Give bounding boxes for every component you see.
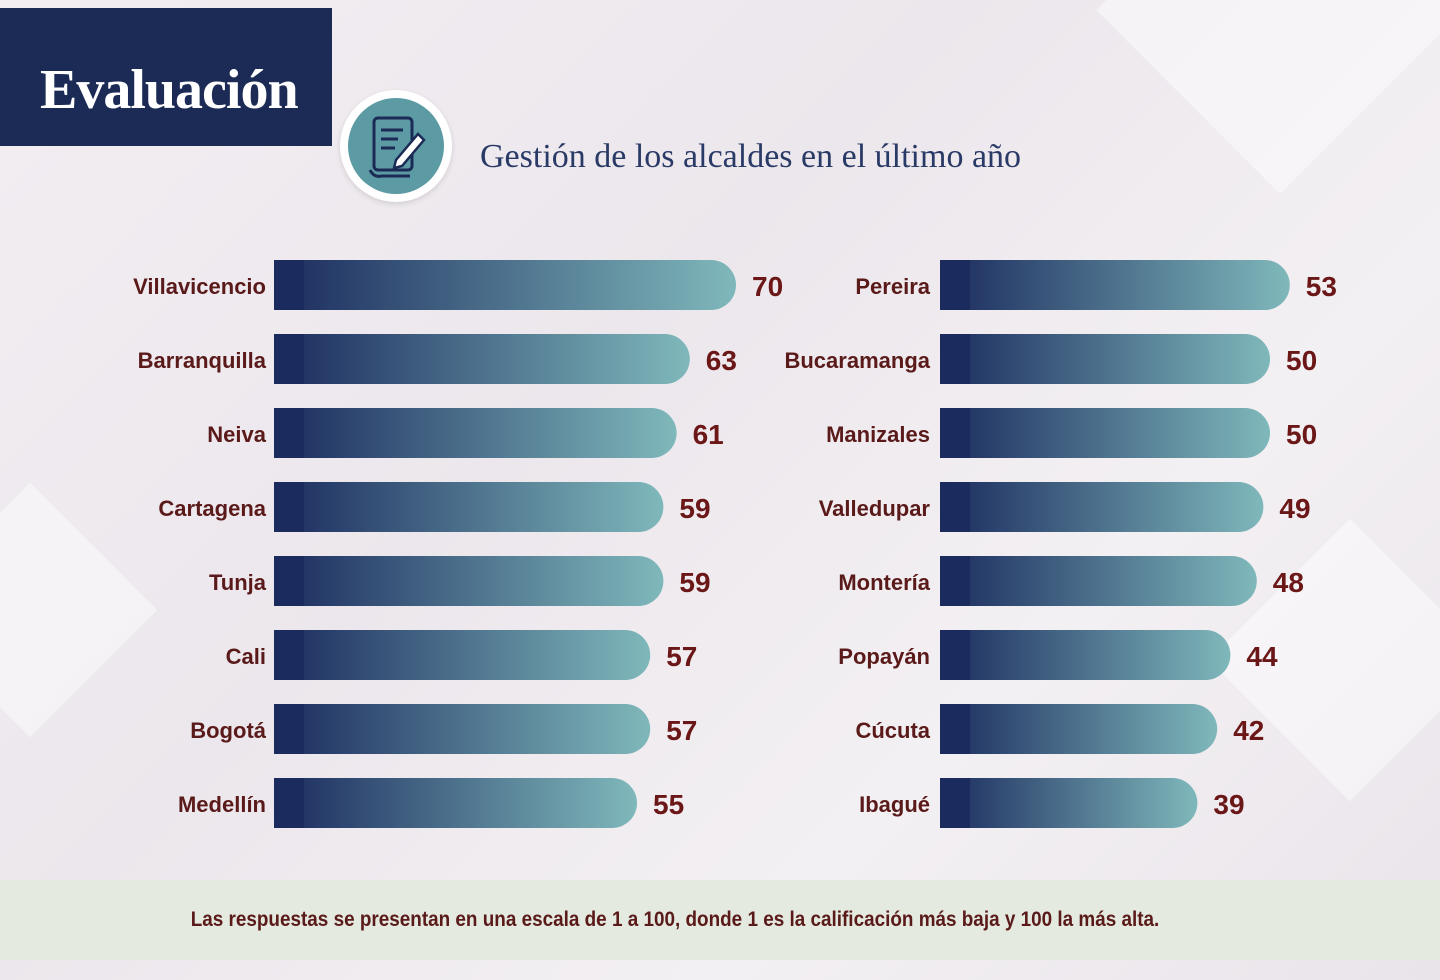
bar-pereira: [940, 260, 1290, 310]
bar-villavicencio: [274, 260, 736, 310]
category-label: Montería: [838, 570, 930, 595]
value-label: 53: [1306, 271, 1337, 302]
value-label: 61: [693, 419, 724, 450]
value-label: 50: [1286, 345, 1317, 376]
value-label: 63: [706, 345, 737, 376]
bar-left-edge: [274, 482, 304, 532]
value-label: 57: [666, 715, 697, 746]
page-title: Evaluación: [40, 59, 299, 121]
chart-subtitle: Gestión de los alcaldes en el último año: [480, 138, 1022, 175]
category-label: Popayán: [838, 644, 930, 669]
value-label: 49: [1279, 493, 1310, 524]
bar-left-edge: [940, 778, 970, 828]
bar-left-edge: [274, 704, 304, 754]
bar-left-edge: [940, 630, 970, 680]
category-label: Cúcuta: [855, 718, 930, 743]
bar-left-edge: [274, 556, 304, 606]
category-label: Manizales: [826, 422, 930, 447]
bar-manizales: [940, 408, 1270, 458]
value-label: 48: [1273, 567, 1304, 598]
category-label: Ibagué: [859, 792, 930, 817]
category-label: Barranquilla: [138, 348, 267, 373]
bar-left-edge: [274, 334, 304, 384]
category-label: Neiva: [207, 422, 266, 447]
bar-barranquilla: [274, 334, 690, 384]
bar-bucaramanga: [940, 334, 1270, 384]
category-label: Valledupar: [819, 496, 931, 521]
bar-left-edge: [274, 778, 304, 828]
bar-medellín: [274, 778, 637, 828]
bar-valledupar: [940, 482, 1264, 532]
bar-left-edge: [940, 334, 970, 384]
bar-ibagué: [940, 778, 1198, 828]
bar-cali: [274, 630, 651, 680]
bar-left-edge: [274, 630, 304, 680]
bar-cartagena: [274, 482, 664, 532]
bar-montería: [940, 556, 1257, 606]
document-pen-icon: [340, 90, 452, 202]
category-label: Cartagena: [158, 496, 266, 521]
bar-left-edge: [940, 482, 970, 532]
bar-cúcuta: [940, 704, 1218, 754]
value-label: 50: [1286, 419, 1317, 450]
category-label: Cali: [226, 644, 266, 669]
value-label: 55: [653, 789, 684, 820]
bar-left-edge: [274, 260, 304, 310]
footer-band: [0, 880, 1440, 960]
bar-left-edge: [274, 408, 304, 458]
value-label: 59: [679, 567, 710, 598]
bar-left-edge: [940, 260, 970, 310]
value-label: 39: [1213, 789, 1244, 820]
category-label: Villavicencio: [133, 274, 266, 299]
bar-left-edge: [940, 556, 970, 606]
bar-popayán: [940, 630, 1231, 680]
category-label: Bucaramanga: [784, 348, 930, 373]
bar-neiva: [274, 408, 677, 458]
bar-left-edge: [940, 704, 970, 754]
bar-bogotá: [274, 704, 651, 754]
value-label: 59: [679, 493, 710, 524]
value-label: 57: [666, 641, 697, 672]
bar-tunja: [274, 556, 664, 606]
category-label: Medellín: [178, 792, 266, 817]
title-banner: Evaluación: [0, 8, 332, 146]
value-label: 44: [1246, 641, 1278, 672]
category-label: Bogotá: [190, 718, 267, 743]
category-label: Pereira: [855, 274, 930, 299]
bar-chart: Villavicencio 70 Barranquilla 63 Neiva 61 Cart…: [133, 260, 1337, 828]
bar-left-edge: [940, 408, 970, 458]
scale-note: Las respuestas se presentan en una escal…: [190, 908, 1160, 931]
value-label: 70: [752, 271, 783, 302]
category-label: Tunja: [209, 570, 267, 595]
value-label: 42: [1233, 715, 1264, 746]
